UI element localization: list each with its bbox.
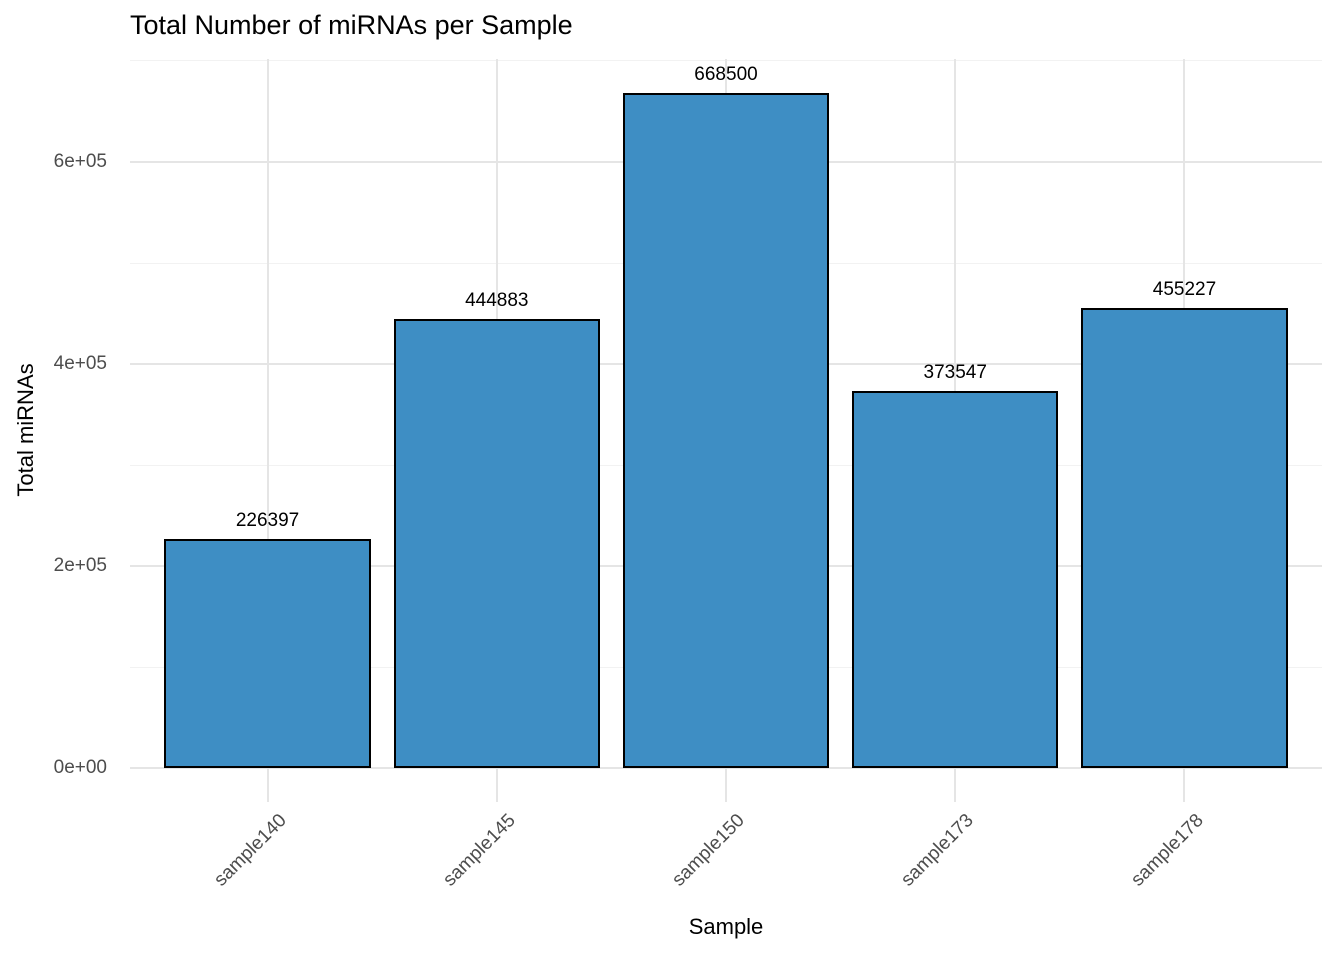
x-tick-label: sample150 — [668, 810, 749, 891]
x-tick-label: sample140 — [209, 810, 291, 891]
y-tick-label: 2e+05 — [53, 555, 107, 577]
y-axis-title: Total miRNAs — [13, 363, 38, 497]
gridline-major-vertical — [266, 59, 269, 802]
bar-sample145 — [393, 318, 600, 769]
bar-value-label-sample173: 373547 — [923, 361, 987, 383]
bar-sample150 — [622, 92, 830, 769]
x-tick-label: sample178 — [1126, 810, 1208, 891]
chart-title: Total Number of miRNAs per Sample — [130, 10, 573, 40]
plot-panel: 226397 444883 668500 373547 455227 — [130, 59, 1322, 802]
bar-value-label-sample150: 668500 — [694, 63, 758, 85]
x-tick-label: sample173 — [897, 810, 979, 891]
bar-value-label-sample178: 455227 — [1152, 279, 1217, 301]
bar-sample178 — [1081, 308, 1288, 769]
bar-value-label-sample145: 444883 — [465, 289, 529, 311]
bar-value-label-sample140: 226397 — [235, 510, 300, 532]
bar-sample140 — [164, 539, 371, 769]
y-tick-label: 0e+00 — [53, 757, 107, 779]
bar-sample173 — [852, 390, 1059, 769]
y-tick-label: 4e+05 — [53, 353, 107, 375]
y-tick-label: 6e+05 — [53, 150, 107, 172]
x-tick-label: sample145 — [439, 810, 520, 891]
x-axis-title: Sample — [688, 914, 764, 939]
